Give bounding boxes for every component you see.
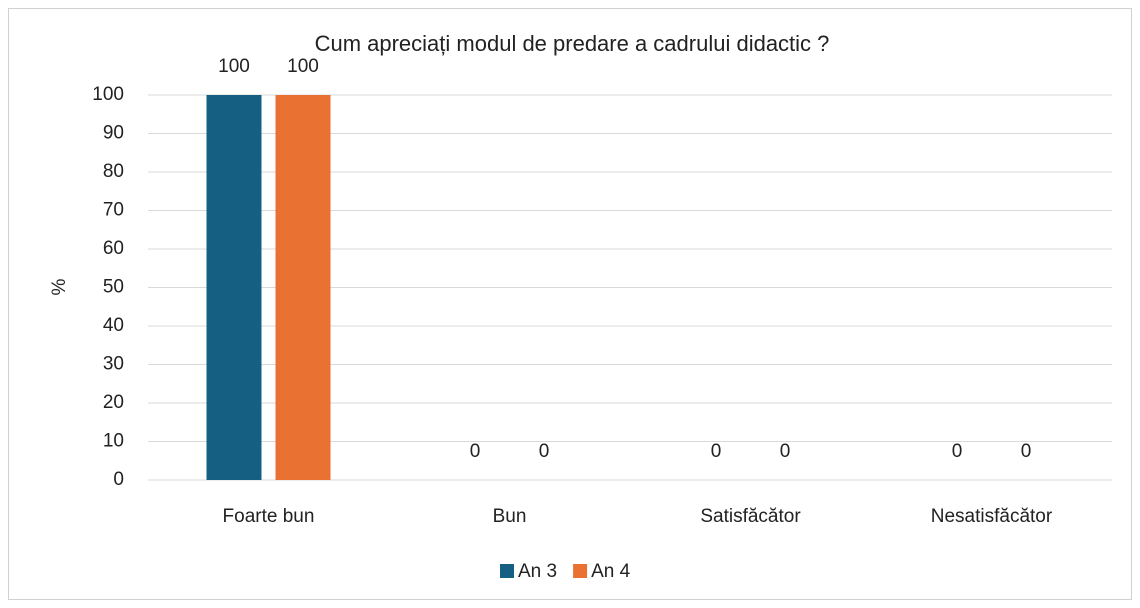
data-label: 0 <box>780 441 791 462</box>
y-axis-label: % <box>49 278 70 295</box>
y-tick-label: 30 <box>103 354 124 375</box>
x-tick-label: Satisfăcător <box>700 506 801 527</box>
chart-border <box>8 8 1132 600</box>
y-tick-label: 80 <box>103 161 124 182</box>
y-tick-label: 40 <box>103 315 124 336</box>
y-tick-label: 10 <box>103 431 124 452</box>
legend-swatch <box>573 564 588 578</box>
bar <box>206 95 262 480</box>
data-label: 0 <box>1021 441 1032 462</box>
x-tick-label: Bun <box>493 506 527 527</box>
data-label: 100 <box>287 56 319 77</box>
y-tick-label: 50 <box>103 277 124 298</box>
y-tick-label: 100 <box>92 84 124 105</box>
data-label: 0 <box>952 441 963 462</box>
y-tick-label: 90 <box>103 123 124 144</box>
data-label: 0 <box>470 441 481 462</box>
y-tick-label: 70 <box>103 200 124 221</box>
legend-label: An 4 <box>591 561 631 582</box>
y-tick-label: 60 <box>103 238 124 259</box>
legend-swatch <box>500 564 514 578</box>
data-label: 0 <box>711 441 722 462</box>
data-label: 100 <box>218 56 250 77</box>
bar <box>275 95 331 480</box>
y-tick-label: 0 <box>113 469 124 490</box>
legend-label: An 3 <box>518 561 557 582</box>
y-tick-label: 20 <box>103 392 124 413</box>
data-label: 0 <box>539 441 550 462</box>
x-tick-label: Nesatisfăcător <box>931 506 1053 527</box>
x-tick-label: Foarte bun <box>223 506 315 527</box>
chart-title: Cum apreciați modul de predare a cadrulu… <box>315 31 830 56</box>
